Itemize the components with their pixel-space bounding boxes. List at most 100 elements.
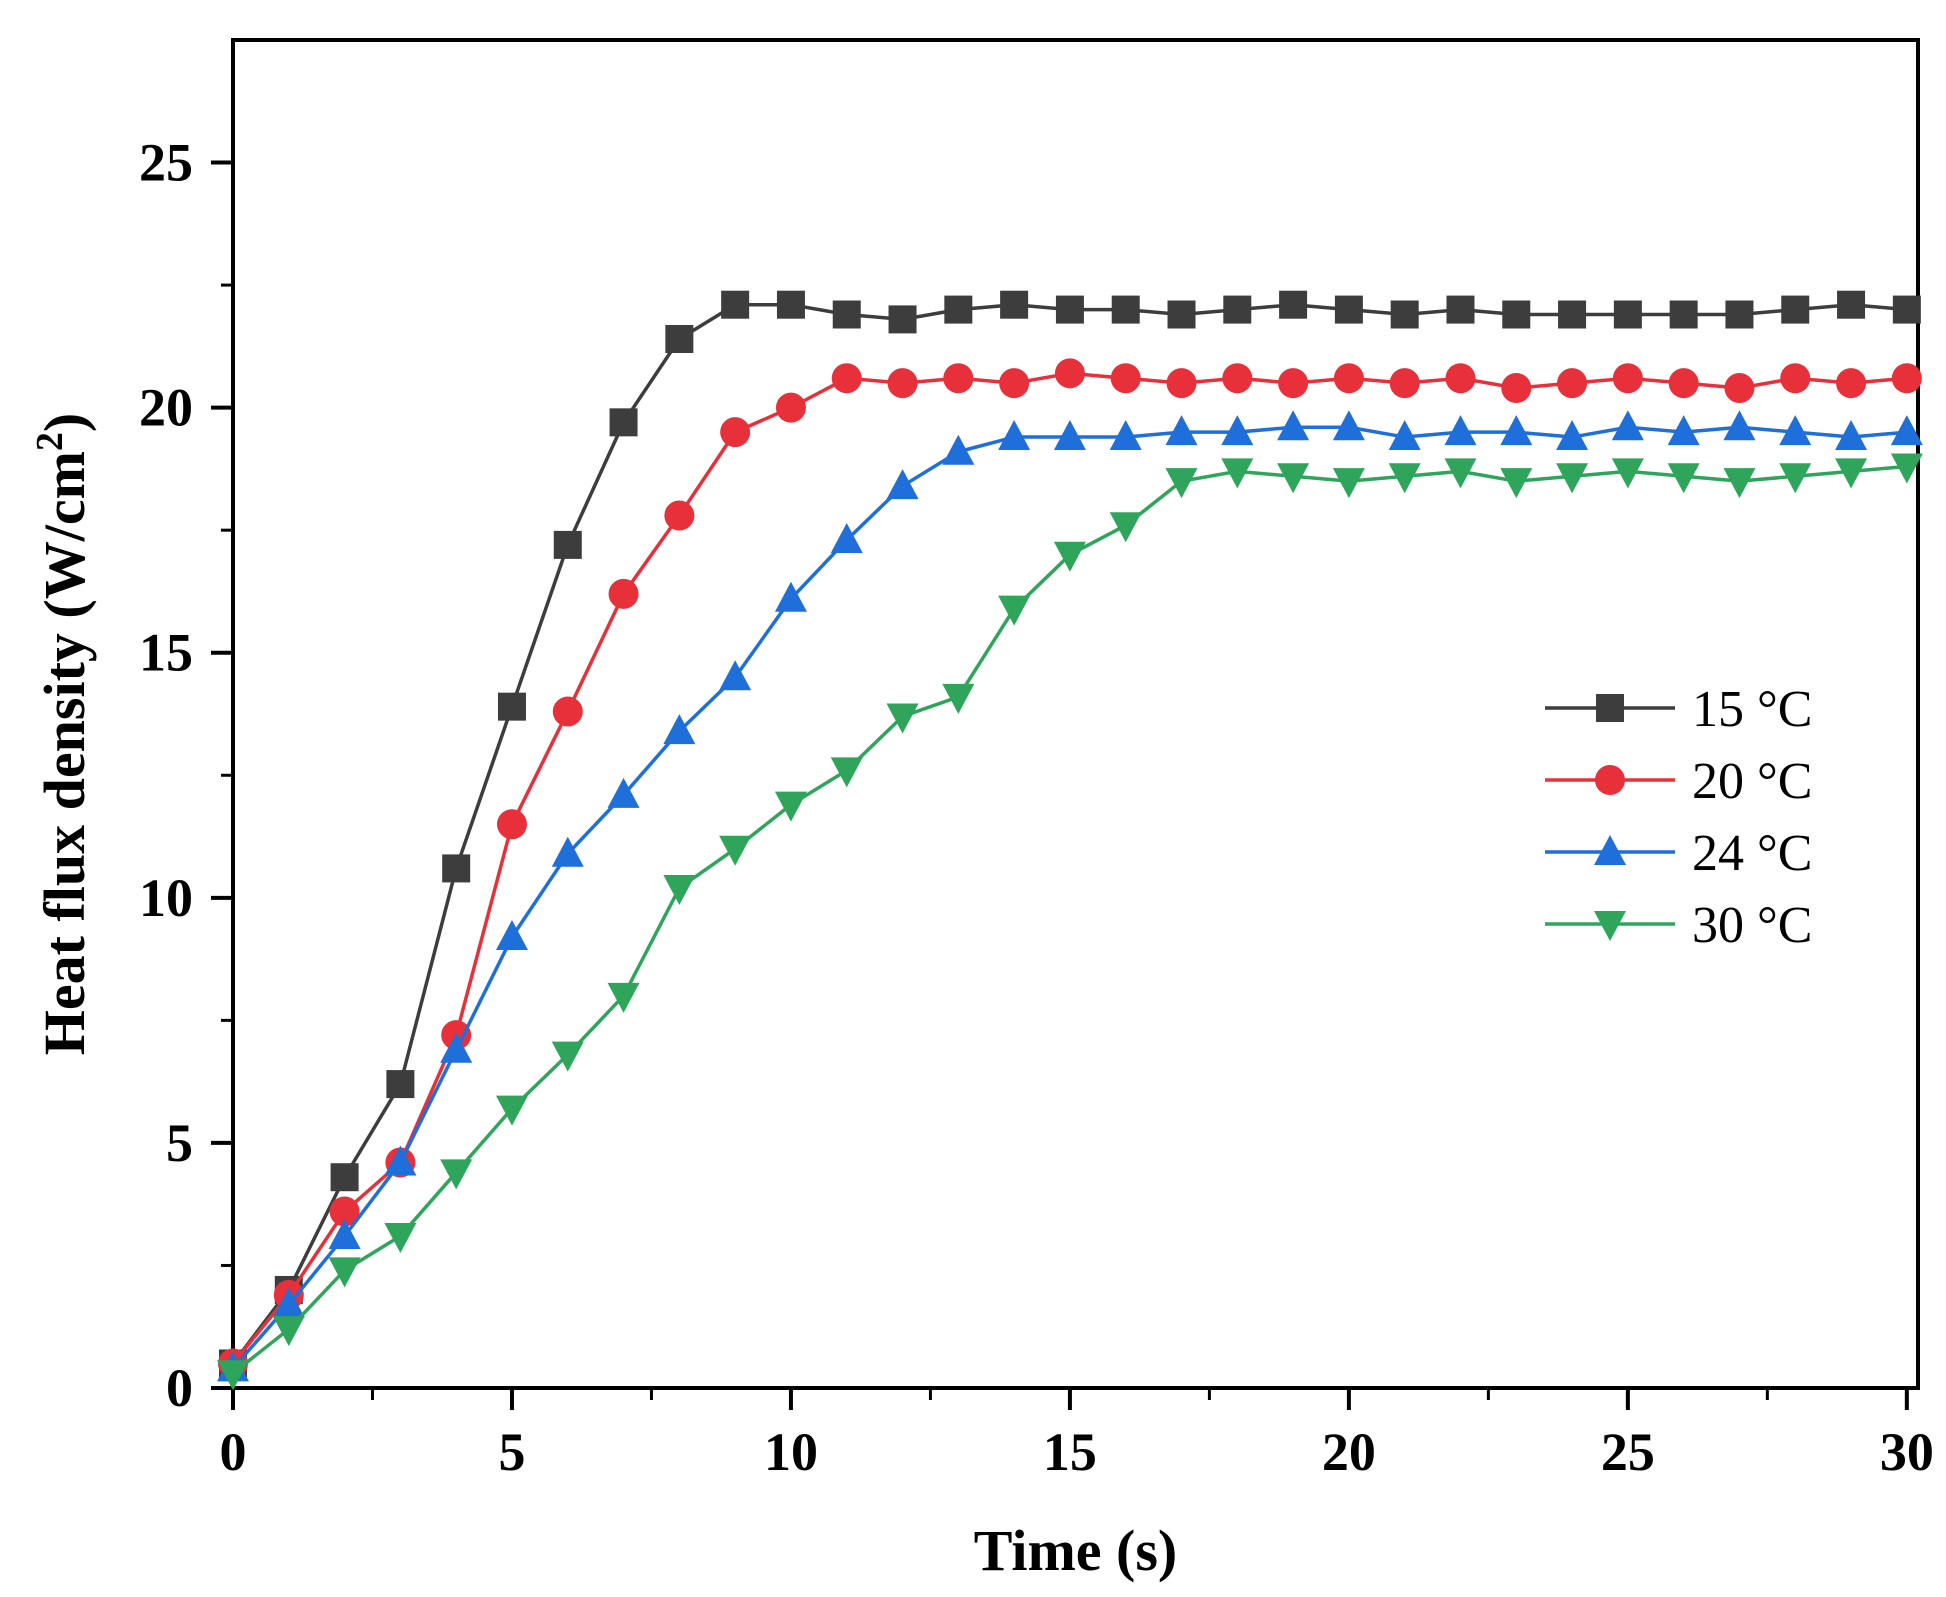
series-line [231,302,1907,1365]
data-point [1334,295,1363,324]
data-point [272,1287,305,1318]
y-tick-label: 10 [139,868,193,928]
y-tick-label: 20 [139,378,193,438]
data-point [328,1257,361,1288]
data-point [497,692,526,721]
data-point [1611,410,1644,441]
data-point [1221,458,1254,489]
data-point [1222,363,1253,394]
data-point [1278,368,1309,399]
data-point [1668,368,1699,399]
data-point [663,875,696,906]
data-point [1500,468,1533,499]
data-point [440,1032,473,1063]
data-point [1388,420,1421,451]
data-point [609,408,638,437]
data-point [607,982,640,1013]
data-point [1110,363,1141,394]
x-tick-label: 15 [1043,1422,1097,1482]
data-point [1724,373,1755,404]
data-point [776,290,805,319]
data-point [665,325,694,354]
y-axis-title: Heat flux density (W/cm2) [29,413,97,1055]
data-point [1111,295,1140,324]
x-tick-label: 0 [220,1422,247,1482]
data-point [774,581,807,612]
y-axis-title-suffix: ) [32,413,97,432]
data-point [1054,358,1085,389]
data-point [1277,410,1310,441]
data-point [272,1316,305,1347]
data-point [1780,363,1811,394]
y-tick-label: 0 [166,1358,193,1418]
data-point [384,1223,417,1254]
data-point [1000,290,1029,319]
data-point [1165,415,1198,446]
legend-entry: 24 °C [1545,825,1812,882]
data-point [887,368,918,399]
x-tick-label: 10 [764,1422,818,1482]
data-point [1612,363,1643,394]
data-point [1109,512,1142,543]
legend-entry: 20 °C [1545,753,1812,810]
series-line [231,464,1907,1375]
x-tick-label: 20 [1322,1422,1376,1482]
data-point [1502,300,1531,329]
data-point [1053,541,1086,572]
data-point [1109,420,1142,451]
data-point [552,696,583,727]
data-point [942,683,975,714]
data-point [1055,295,1084,324]
data-point [1277,463,1310,494]
data-point [442,854,471,883]
data-point [1165,468,1198,499]
data-point [1890,415,1923,446]
data-point [1557,368,1588,399]
data-point [944,295,973,324]
data-point [998,420,1031,451]
data-point [1723,410,1756,441]
data-point [1667,463,1700,494]
data-point [1556,463,1589,494]
data-point [1723,468,1756,499]
data-point [888,305,917,334]
x-axis-title: Time (s) [974,1518,1178,1583]
data-point [1333,363,1364,394]
data-point [1835,458,1868,489]
plot-frame [231,38,1920,1390]
data-point [664,500,695,531]
series-1 [218,358,1922,1379]
series-line [231,371,1907,1365]
series-0 [219,290,1921,1378]
data-point [1892,295,1921,324]
data-point [1779,415,1812,446]
x-tick-label: 25 [1601,1422,1655,1482]
data-point [1389,368,1420,399]
data-point [1891,363,1922,394]
legend-entry: 30 °C [1545,897,1812,954]
data-point [1667,415,1700,446]
data-point [774,791,807,822]
data-point [1501,373,1532,404]
data-point [607,777,640,808]
data-point [608,578,639,609]
data-point [1500,415,1533,446]
series-2 [217,410,1923,1382]
data-point [1390,300,1419,329]
legend-label: 20 °C [1692,753,1812,810]
data-point [942,434,975,465]
data-point [1444,458,1477,489]
legend-label: 15 °C [1692,681,1812,738]
data-point [719,835,752,866]
data-point [832,300,861,329]
data-point [1388,463,1421,494]
data-point [1779,463,1812,494]
data-point [831,363,862,394]
y-tick-label: 25 [139,133,193,193]
legend-marker [1594,835,1626,865]
data-point [1221,415,1254,446]
data-point [1332,410,1365,441]
data-point [1611,458,1644,489]
data-point [830,522,863,553]
data-point [1837,290,1866,319]
